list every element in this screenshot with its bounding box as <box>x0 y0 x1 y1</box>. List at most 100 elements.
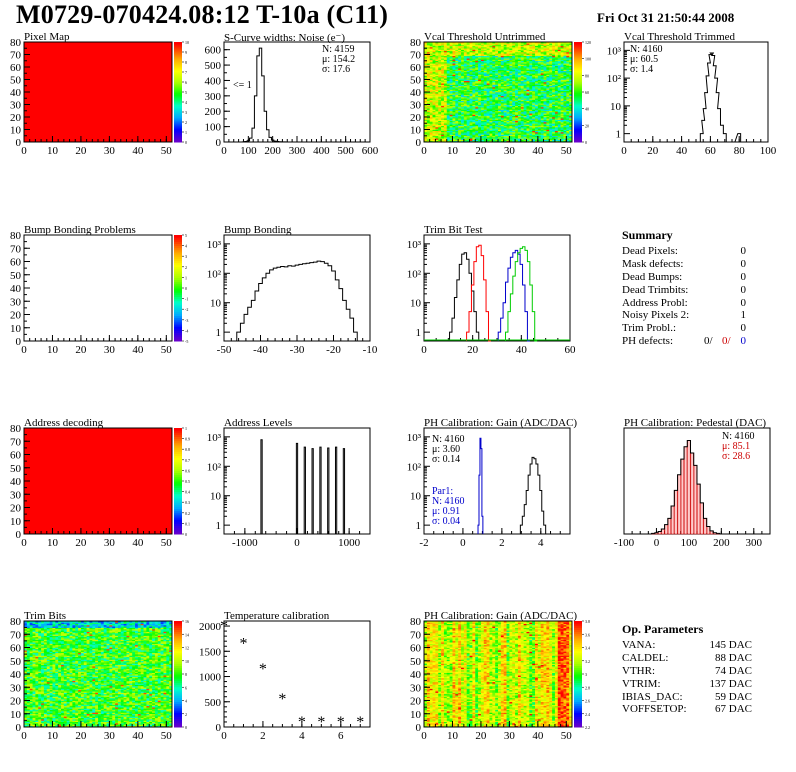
vcal-untrimmed-cell <box>523 128 527 130</box>
vcal-untrimmed-cell <box>498 80 502 83</box>
vcal-untrimmed-cell <box>552 94 556 97</box>
vcal-untrimmed-cell <box>480 99 485 102</box>
vcal-untrimmed-cell <box>435 98 439 100</box>
vcal-untrimmed-cell <box>469 118 473 120</box>
vcal-untrimmed-cell <box>549 128 553 130</box>
vcal-untrimmed-cell <box>429 139 433 142</box>
vcal-untrimmed-cell <box>532 128 536 130</box>
vcal-untrimmed-cell <box>500 125 504 128</box>
vcal-untrimmed-cell <box>503 82 507 84</box>
vcal-untrimmed-cell <box>438 85 442 88</box>
vcal-untrimmed-cell <box>554 117 559 119</box>
vcal-untrimmed-cell <box>483 107 487 109</box>
vcal-untrimmed-cell <box>503 110 507 113</box>
vcal-untrimmed-cell <box>498 108 502 110</box>
vcal-untrimmed-cell <box>483 113 487 115</box>
vcal-untrimmed-cell <box>563 119 567 122</box>
vcal-untrimmed-cell <box>495 105 499 108</box>
vcal-untrimmed-cell <box>438 117 442 119</box>
vcal-untrimmed-cell <box>529 115 533 118</box>
vcal-untrimmed-cell <box>498 90 502 93</box>
vcal-untrimmed-cell <box>486 98 490 100</box>
vcal-untrimmed-cell <box>475 113 479 115</box>
y-tick-label: 40 <box>10 283 22 295</box>
vcal-untrimmed-cell <box>557 132 561 134</box>
vcal-untrimmed-cell <box>438 98 442 100</box>
vcal-untrimmed-cell <box>520 95 524 98</box>
vcal-untrimmed-cell <box>543 125 547 128</box>
vcal-untrimmed-cell <box>529 102 533 104</box>
vcal-untrimmed-cell <box>492 107 496 109</box>
x-tick-label: 100 <box>240 145 257 157</box>
vcal-untrimmed-cell <box>492 83 496 85</box>
vcal-untrimmed-cell <box>455 119 459 122</box>
vcal-untrimmed-cell <box>546 114 550 117</box>
vcal-untrimmed-cell <box>532 83 536 85</box>
vcal-untrimmed-cell <box>492 133 496 135</box>
vcal-untrimmed-cell <box>472 105 476 108</box>
vcal-untrimmed-cell <box>503 133 507 135</box>
vcal-untrimmed-cell <box>563 107 567 109</box>
vcal-untrimmed-cell <box>523 132 527 134</box>
vcal-untrimmed-cell <box>438 123 442 125</box>
vcal-untrimmed-cell <box>438 97 442 99</box>
vcal-untrimmed-cell <box>526 120 530 123</box>
vcal-untrimmed-cell <box>432 124 436 127</box>
vcal-untrimmed-cell <box>517 132 522 134</box>
vcal-untrimmed-cell <box>549 87 553 89</box>
vcal-untrimmed-cell <box>549 133 553 135</box>
vcal-untrimmed-cell <box>446 113 450 115</box>
vcal-untrimmed-cell <box>546 135 550 138</box>
vcal-untrimmed-cell <box>495 137 499 139</box>
vcal-untrimmed-cell <box>480 94 485 97</box>
vcal-untrimmed-cell <box>526 85 530 88</box>
vcal-untrimmed-cell <box>446 114 450 117</box>
vcal-untrimmed-cell <box>540 130 544 133</box>
vcal-untrimmed-cell <box>452 138 456 140</box>
vcal-untrimmed-cell <box>566 117 570 119</box>
pixel-map-palette-swatch <box>174 48 182 51</box>
vcal-untrimmed-cell <box>526 87 530 89</box>
vcal-untrimmed-cell <box>478 120 482 123</box>
vcal-untrimmed-cell <box>549 139 553 142</box>
vcal-untrimmed-cell <box>443 88 448 90</box>
vcal-untrimmed-cell <box>461 82 465 84</box>
vcal-untrimmed-cell <box>557 134 561 137</box>
vcal-untrimmed-cell <box>515 95 519 98</box>
vcal-untrimmed-cell <box>540 134 544 137</box>
vcal-untrimmed-cell <box>569 83 573 85</box>
vcal-untrimmed-cell <box>458 137 462 139</box>
vcal-untrimmed-cell <box>463 95 467 98</box>
vcal-untrimmed-cell <box>566 114 570 117</box>
vcal-untrimmed-cell <box>566 135 570 138</box>
vcal-untrimmed-cell <box>526 139 530 142</box>
x-tick-label: 400 <box>313 145 330 157</box>
vcal-untrimmed-cell <box>492 120 496 123</box>
vcal-untrimmed-cell <box>560 110 564 113</box>
vcal-untrimmed-cell <box>446 77 450 79</box>
x-tick-label: 20 <box>75 344 87 356</box>
vcal-untrimmed-cell <box>529 132 533 134</box>
vcal-untrimmed-cell <box>489 108 493 110</box>
vcal-untrimmed-cell <box>489 107 493 109</box>
vcal-untrimmed-cell <box>429 88 433 90</box>
vcal-untrimmed-cell <box>543 118 547 120</box>
vcal-untrimmed-cell <box>480 79 485 82</box>
vcal-untrimmed-cell <box>452 115 456 118</box>
vcal-untrimmed-cell <box>432 92 436 94</box>
vcal-untrimmed-cell <box>483 109 487 112</box>
vcal-untrimmed-cell <box>424 135 428 138</box>
vcal-untrimmed-cell <box>469 103 473 105</box>
vcal-untrimmed-cell <box>486 103 490 105</box>
vcal-untrimmed-cell <box>452 124 456 127</box>
vcal-untrimmed-cell <box>557 120 561 123</box>
vcal-untrimmed-cell <box>432 104 436 107</box>
vcal-untrimmed-cell <box>500 90 504 93</box>
vcal-untrimmed-cell <box>563 108 567 110</box>
y-tick-label: 0 <box>16 137 22 149</box>
vcal-untrimmed-cell <box>520 105 524 108</box>
vcal-untrimmed-cell <box>566 109 570 112</box>
vcal-untrimmed-cell <box>443 97 448 99</box>
vcal-untrimmed-cell <box>486 123 490 125</box>
vcal-untrimmed-cell <box>520 90 524 93</box>
